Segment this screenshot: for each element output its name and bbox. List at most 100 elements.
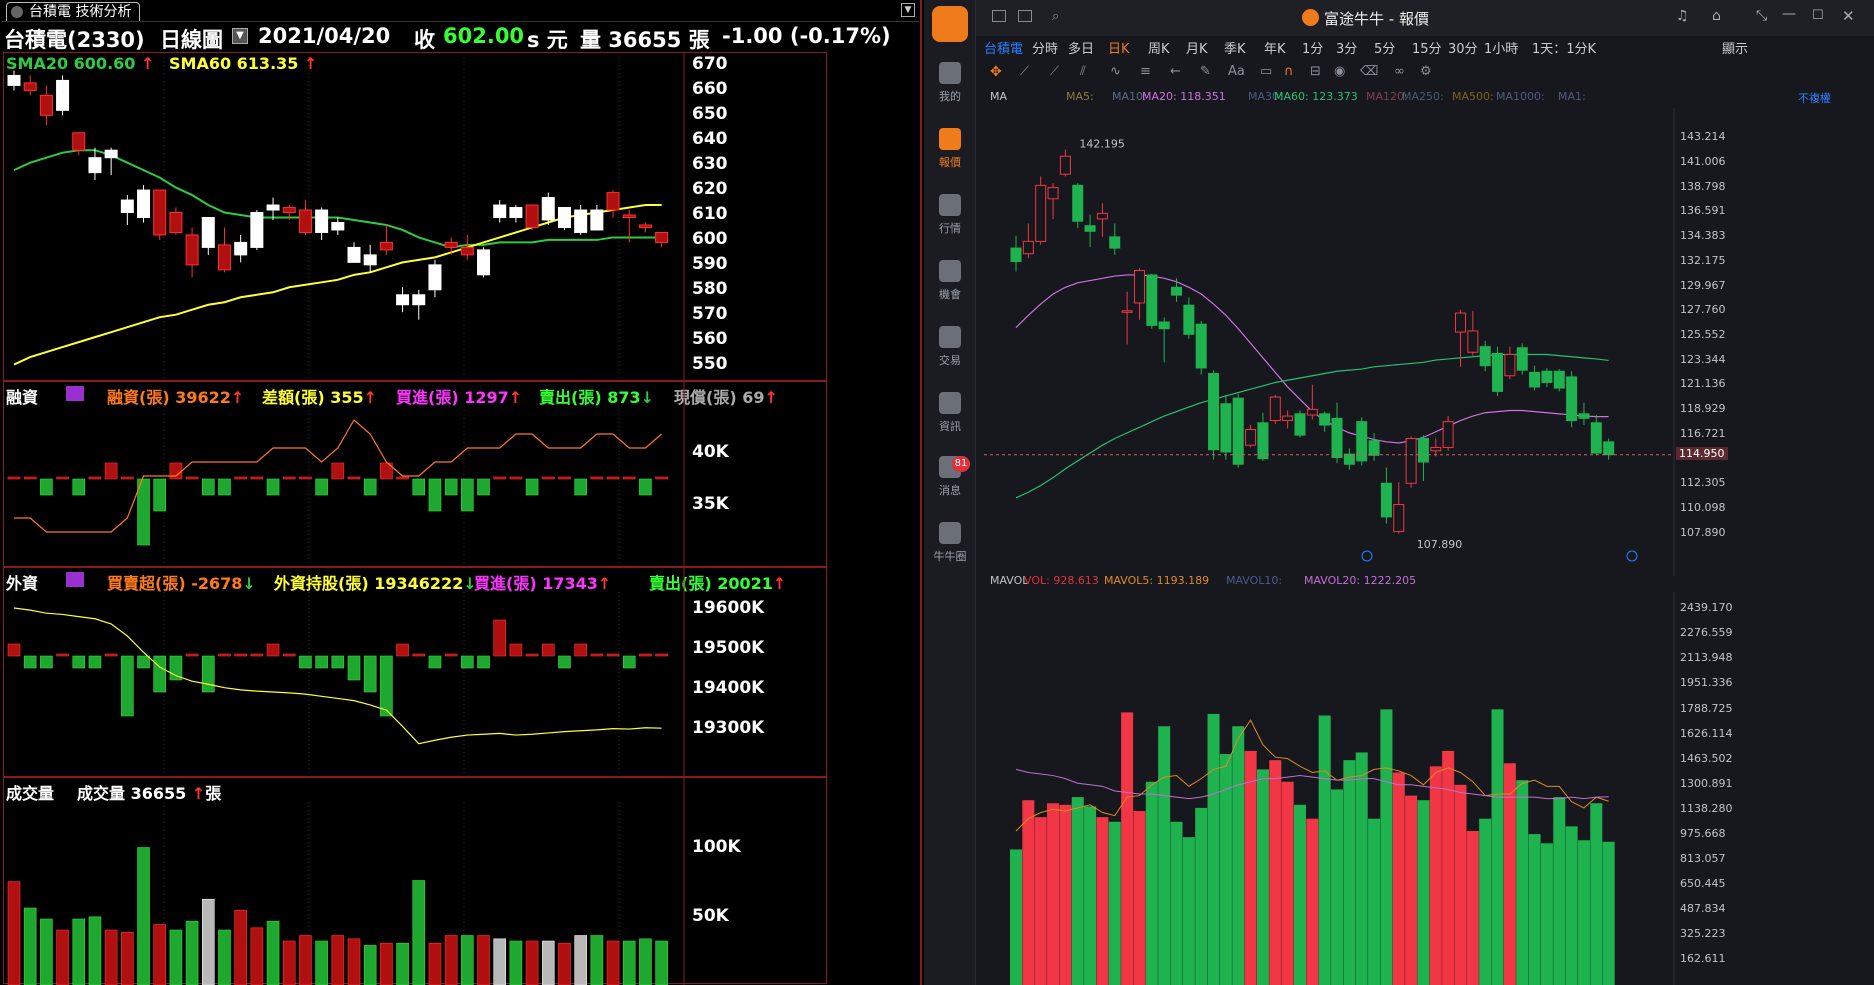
volume-bar <box>137 847 150 985</box>
tab-technical-analysis[interactable]: 台積電 技術分析 <box>6 2 141 21</box>
text-tool-icon[interactable]: Aa <box>1228 64 1245 79</box>
price-tick-label: 116.721 <box>1680 426 1726 440</box>
candle-body <box>1343 453 1355 465</box>
magnet-icon[interactable]: ∩ <box>1284 64 1294 79</box>
ma-legend-ma1: MA1: <box>1558 90 1586 103</box>
ma-legend-ma10: MA10: <box>1112 90 1147 103</box>
margin-bar <box>153 478 167 512</box>
sidebar-item-4[interactable]: 機會 <box>924 260 976 302</box>
volume-bar <box>1059 804 1072 985</box>
channel-tool-icon[interactable]: ⫽ <box>1080 64 1086 79</box>
chevron-down-icon[interactable]: ▼ <box>901 3 915 17</box>
candle-body <box>120 199 134 214</box>
mavol5-line <box>1015 719 1609 832</box>
candle-body <box>1220 403 1232 453</box>
tab-period[interactable]: 台積電 <box>984 42 1024 57</box>
close-value: 602.00 <box>443 24 525 48</box>
volume-bar <box>1503 763 1516 985</box>
tab-period[interactable]: 周K <box>1148 42 1170 57</box>
lock-icon[interactable]: ⊟ <box>1310 64 1321 79</box>
minimize-icon[interactable]: — <box>1782 6 1796 22</box>
tab-period[interactable]: 分時 <box>1032 42 1059 57</box>
period-dropdown[interactable]: ▼ <box>232 28 248 44</box>
foreign-bar <box>201 655 215 693</box>
tab-period[interactable]: 15分 <box>1412 42 1442 57</box>
tab-period[interactable]: 季K <box>1224 42 1246 57</box>
volume-bar <box>1256 769 1269 985</box>
arrow-tool-icon[interactable]: ← <box>1170 64 1181 79</box>
quote-date: 2021/04/20 <box>258 24 391 48</box>
volume-bar <box>622 940 636 985</box>
volume-bar <box>509 940 523 985</box>
crosshair-icon[interactable]: ✥ <box>990 64 1002 80</box>
volume-bar <box>558 942 571 985</box>
volume-bar <box>1454 784 1467 985</box>
fib-tool-icon[interactable]: ≡ <box>1140 64 1151 79</box>
list-icon[interactable] <box>66 572 84 587</box>
trash-icon[interactable]: ⌫ <box>1360 64 1379 79</box>
price-change: -1.00 (-0.17%) <box>722 24 891 48</box>
volume-bar <box>23 907 37 985</box>
sidebar-item-3[interactable]: 行情 <box>924 194 976 236</box>
sidebar-item-5[interactable]: 交易 <box>924 326 976 368</box>
foreign-bar <box>23 655 37 669</box>
ray-tool-icon[interactable]: ⟋ <box>1050 64 1060 79</box>
candle-body <box>1047 187 1059 200</box>
volume-bar <box>1602 841 1615 985</box>
foreign-bar <box>72 655 86 669</box>
tab-period[interactable]: 30分 <box>1448 42 1478 57</box>
tab-period[interactable]: 1分 <box>1302 42 1324 57</box>
tab-period[interactable]: 月K <box>1186 42 1208 57</box>
wave-tool-icon[interactable]: ∿ <box>1110 64 1121 79</box>
candle-body <box>541 197 555 221</box>
shirt-icon[interactable]: ⌂ <box>1712 8 1721 24</box>
tab-period[interactable]: 3分 <box>1336 42 1358 57</box>
ma-legend-adjust[interactable]: 不複權 <box>1798 92 1831 105</box>
sidebar-item-1[interactable]: 我的 <box>924 62 976 104</box>
chart-bar-icon <box>939 128 961 150</box>
low-annotation: 107.890 <box>1417 538 1463 551</box>
volume-bar <box>1553 797 1566 985</box>
line-tool-icon[interactable]: ⟋ <box>1020 64 1030 79</box>
tab-period[interactable]: 5分 <box>1374 42 1396 57</box>
layout-icon[interactable] <box>1018 10 1032 22</box>
sidebar-item-label: 報價 <box>939 156 961 169</box>
app-avatar-icon[interactable] <box>932 6 968 42</box>
tab-period[interactable]: 1天：1分K <box>1532 42 1597 57</box>
sidebar-item-6[interactable]: 資訊 <box>924 392 976 434</box>
pen-tool-icon[interactable]: ✎ <box>1200 64 1211 79</box>
tab-period[interactable]: 日K <box>1108 42 1130 57</box>
close-icon[interactable]: ✕ <box>1842 7 1855 25</box>
display-menu[interactable]: 顯示 <box>1722 42 1749 57</box>
sidebar-toggle-icon[interactable] <box>992 10 1006 22</box>
candle-body <box>331 221 345 231</box>
candle-body <box>363 254 377 266</box>
ma-legend-ma120: MA120: <box>1366 90 1408 103</box>
tab-period[interactable]: 年K <box>1264 42 1286 57</box>
volume-bar <box>250 927 264 985</box>
volume-chart <box>7 778 685 985</box>
candle-body <box>1183 304 1195 335</box>
note-tool-icon[interactable]: ▭ <box>1260 64 1273 79</box>
tab-period[interactable]: 1小時 <box>1484 42 1519 57</box>
tab-period[interactable]: 多日 <box>1068 42 1095 57</box>
margin-bar <box>40 478 53 496</box>
margin-bar <box>412 478 426 496</box>
sidebar-item-2[interactable]: 報價 <box>924 128 976 170</box>
foreign-bar <box>396 643 409 657</box>
volume-bar <box>1343 760 1356 985</box>
volume-bar <box>1405 795 1418 985</box>
maximize-icon[interactable]: ☐ <box>1812 8 1824 23</box>
collapse-icon[interactable]: ⤡ <box>1756 8 1768 24</box>
search-icon[interactable]: ⌕ <box>1052 9 1060 24</box>
volume-bar <box>218 929 231 985</box>
headset-icon[interactable]: ♫ <box>1676 8 1689 24</box>
margin-bar <box>234 476 247 480</box>
candle-body <box>1454 312 1466 333</box>
list-icon[interactable] <box>66 386 84 401</box>
sidebar-item-8[interactable]: 牛牛圈 <box>924 522 976 564</box>
eye-icon[interactable]: ◉ <box>1334 64 1346 79</box>
settings-icon[interactable]: ⚙ <box>1420 64 1432 79</box>
link-icon[interactable]: ∞ <box>1394 64 1405 79</box>
candle-body <box>1306 408 1318 416</box>
